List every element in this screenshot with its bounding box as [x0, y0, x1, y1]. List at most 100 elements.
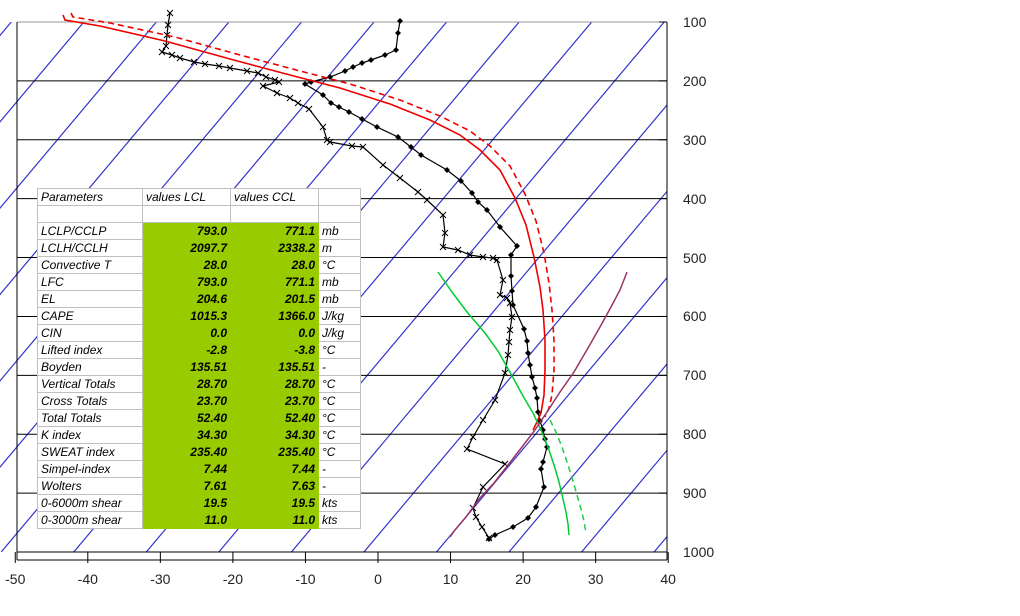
- diamond-marker: [328, 100, 334, 106]
- cross-marker: [273, 89, 281, 97]
- pressure-label-200: 200: [683, 72, 707, 89]
- cross-marker: [271, 76, 279, 84]
- value-ccl-cell: -3.8: [230, 341, 319, 359]
- diamond-marker: [532, 385, 538, 391]
- cross-marker: [158, 48, 166, 56]
- diamond-marker: [514, 243, 520, 249]
- unit-cell: kts: [318, 494, 361, 512]
- cross-marker: [466, 251, 474, 259]
- parameter-label-cell: Boyden: [37, 358, 143, 376]
- value-ccl-cell: 34.30: [230, 426, 319, 444]
- unit-cell: °C: [318, 409, 361, 427]
- value-lcl-cell: -2.8: [142, 341, 231, 359]
- parcel-curve-ccl-curve: [70, 12, 555, 418]
- value-lcl-cell: 23.70: [142, 392, 231, 410]
- parameter-label-cell: 0-3000m shear: [37, 511, 143, 529]
- cross-marker: [485, 534, 493, 542]
- unit-cell: -: [318, 358, 361, 376]
- spacer-cell: [37, 205, 143, 223]
- value-lcl-cell: 28.0: [142, 256, 231, 274]
- value-lcl-cell: 204.6: [142, 290, 231, 308]
- parameter-label-cell: Vertical Totals: [37, 375, 143, 393]
- parameter-label-cell: SWEAT index: [37, 443, 143, 461]
- unit-cell: mb: [318, 290, 361, 308]
- diamond-marker: [458, 178, 464, 184]
- diamond-marker: [408, 144, 414, 150]
- parameter-label-cell: Convective T: [37, 256, 143, 274]
- cross-marker: [319, 123, 327, 131]
- cross-marker: [499, 276, 507, 284]
- unit-cell: J/kg: [318, 307, 361, 325]
- cross-marker: [254, 69, 262, 77]
- skew-isotherm-line: [290, 104, 667, 552]
- cross-marker: [414, 188, 422, 196]
- temperature-label-10: 10: [442, 571, 459, 587]
- temperature-label-40: 40: [660, 571, 676, 587]
- value-ccl-cell: 201.5: [230, 290, 319, 308]
- temperature-label--30: -30: [150, 571, 171, 587]
- unit-cell: kts: [318, 511, 361, 529]
- parameter-label-cell: LFC: [37, 273, 143, 291]
- parameter-row: Total Totals 52.40 52.40 °C: [37, 409, 361, 427]
- diamond-marker: [418, 152, 424, 158]
- parameter-row: Vertical Totals 28.70 28.70 °C: [37, 375, 361, 393]
- pressure-label-700: 700: [683, 367, 707, 384]
- skew-isotherm-line: [0, 22, 157, 210]
- parameter-row: SWEAT index 235.40 235.40 °C: [37, 443, 361, 461]
- skew-isotherm-line: [363, 190, 667, 552]
- parameter-row: LCLP/CCLP 793.0 771.1 mb: [37, 222, 361, 240]
- parameter-row: CAPE 1015.3 1366.0 J/kg: [37, 307, 361, 325]
- diamond-marker: [527, 362, 533, 368]
- parameter-row: Cross Totals 23.70 23.70 °C: [37, 392, 361, 410]
- cross-marker: [275, 78, 283, 86]
- diamond-marker: [484, 207, 490, 213]
- diamond-marker: [395, 134, 401, 140]
- cross-marker: [441, 229, 449, 237]
- pressure-label-600: 600: [683, 308, 707, 325]
- diamond-marker: [525, 515, 531, 521]
- unit-cell: °C: [318, 392, 361, 410]
- diamond-marker: [510, 302, 516, 308]
- diamond-marker: [533, 504, 539, 510]
- header-values-lcl: values LCL: [142, 188, 231, 206]
- diamond-marker: [336, 104, 342, 110]
- cross-marker: [166, 9, 174, 17]
- cross-marker: [226, 64, 234, 72]
- value-ccl-cell: 19.5: [230, 494, 319, 512]
- value-ccl-cell: 235.40: [230, 443, 319, 461]
- diamond-marker: [509, 288, 515, 294]
- parameters-table: Parameters values LCL values CCL LCLP/CCLP 7…: [37, 188, 361, 529]
- value-ccl-cell: 52.40: [230, 409, 319, 427]
- parameter-label-cell: LCLH/CCLH: [37, 239, 143, 257]
- value-ccl-cell: 28.70: [230, 375, 319, 393]
- pressure-label-300: 300: [683, 131, 707, 148]
- temperature-label-20: 20: [515, 571, 531, 587]
- parameter-row: K index 34.30 34.30 °C: [37, 426, 361, 444]
- diamond-marker: [359, 116, 365, 122]
- cross-marker: [491, 396, 499, 404]
- value-ccl-cell: 2338.2: [230, 239, 319, 257]
- cross-marker: [454, 246, 462, 254]
- cross-marker: [479, 416, 487, 424]
- parcel-curve-lcl-curve: [62, 14, 546, 431]
- cross-marker: [503, 294, 511, 302]
- value-lcl-cell: 11.0: [142, 511, 231, 529]
- unit-cell: mb: [318, 273, 361, 291]
- cross-marker: [396, 174, 404, 182]
- value-lcl-cell: 793.0: [142, 222, 231, 240]
- diamond-marker: [374, 124, 380, 130]
- cross-marker: [493, 256, 501, 264]
- moist-adiabat-solid-curve: [437, 271, 570, 536]
- header-parameters: Parameters: [37, 188, 143, 206]
- diamond-marker: [359, 60, 365, 66]
- diamond-marker: [342, 68, 348, 74]
- value-ccl-cell: 0.0: [230, 324, 319, 342]
- cross-marker: [176, 54, 184, 62]
- diamond-marker: [529, 374, 535, 380]
- unit-cell: -: [318, 477, 361, 495]
- cross-marker: [305, 105, 313, 113]
- cross-marker: [215, 62, 223, 70]
- pressure-label-1000: 1000: [683, 544, 715, 560]
- value-lcl-cell: 1015.3: [142, 307, 231, 325]
- diamond-marker: [469, 190, 475, 196]
